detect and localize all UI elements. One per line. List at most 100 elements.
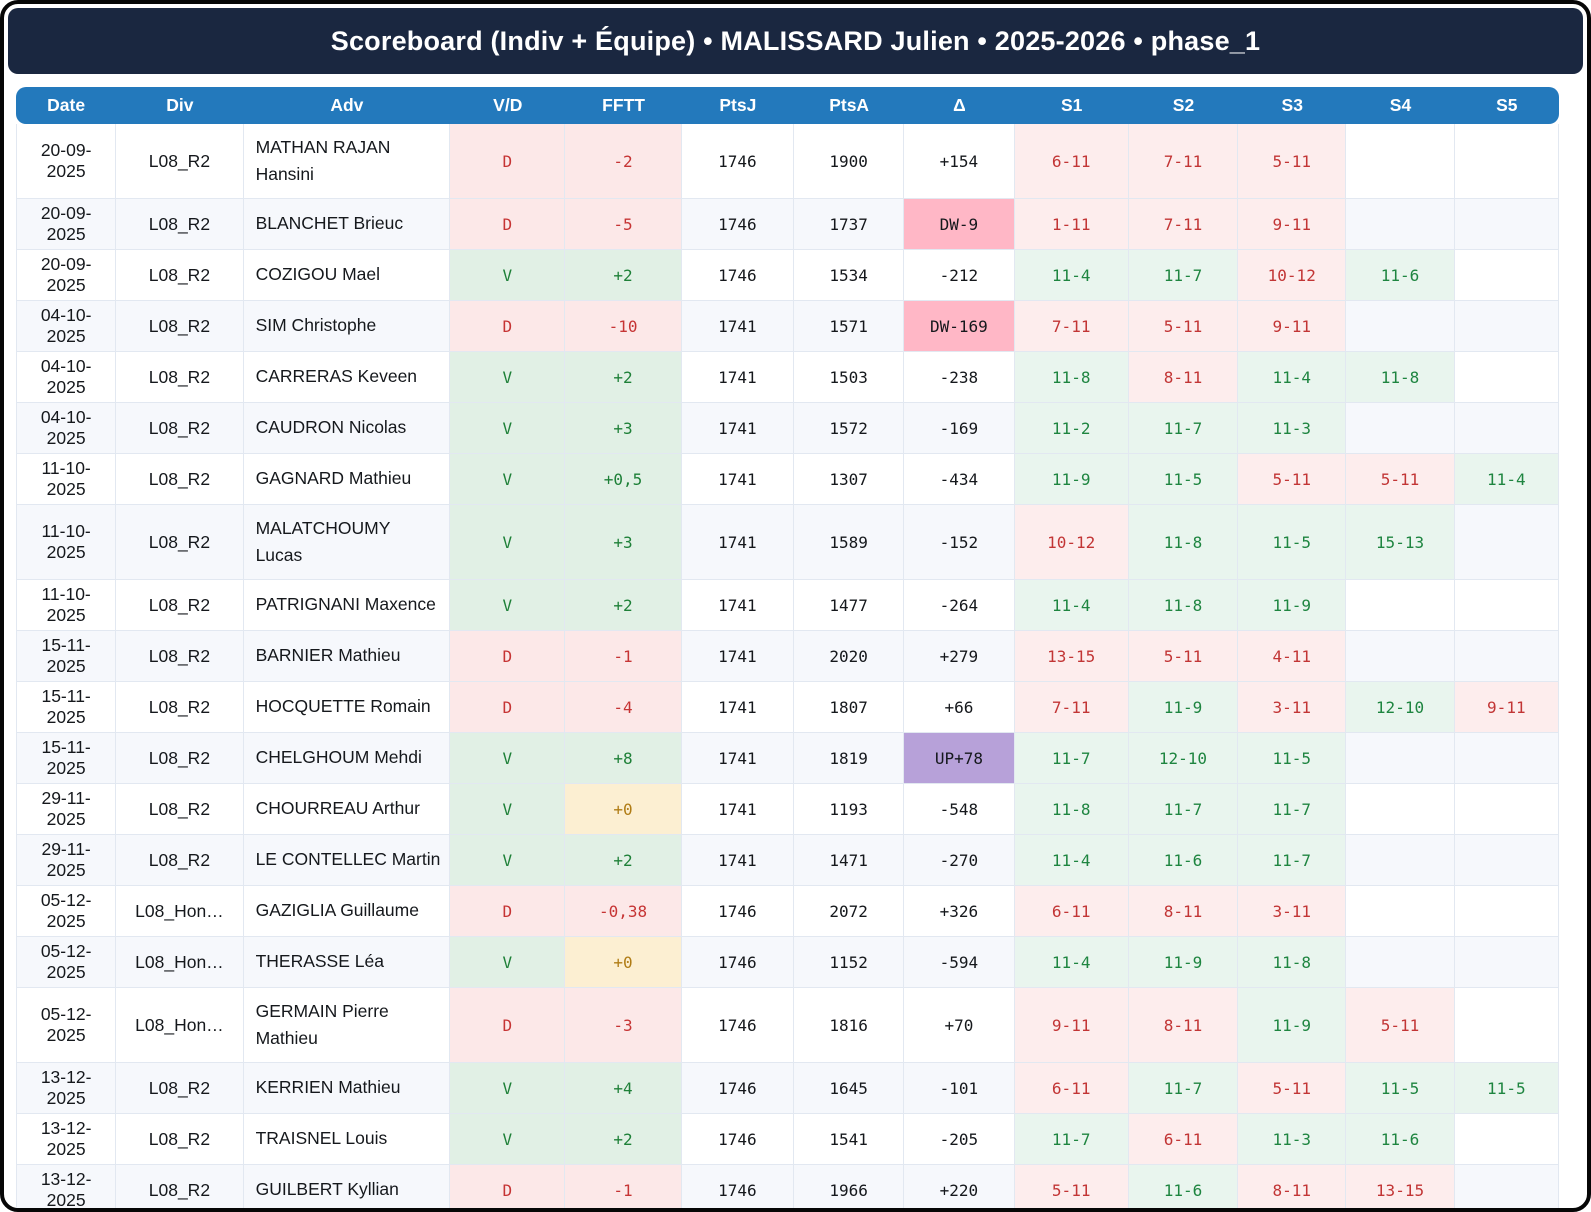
date-cell: 13-12-2025 [16,1063,117,1114]
column-header-s4: S4 [1346,87,1455,124]
set-5-cell: 9-11 [1454,682,1559,733]
player-points-cell: 1741 [681,631,794,682]
win-loss-cell: D [450,682,566,733]
player-points-cell: 1741 [681,454,794,505]
date-cell: 05-12-2025 [16,886,117,937]
column-header-s5: S5 [1454,87,1559,124]
set-4-cell [1346,580,1455,631]
set-5-cell [1454,250,1559,301]
set-2-cell: 11-9 [1128,682,1239,733]
set-2-cell: 11-6 [1128,1165,1239,1208]
delta-cell: -205 [904,1114,1015,1165]
division-cell: L08_R2 [116,250,244,301]
fftt-points-cell: -0,38 [565,886,682,937]
delta-cell: -434 [904,454,1015,505]
adversary-cell: COZIGOU Mael [243,250,451,301]
win-loss-cell: D [450,886,566,937]
win-loss-cell: D [450,1165,566,1208]
division-cell: L08_R2 [116,682,244,733]
date-cell: 15-11-2025 [16,733,117,784]
set-4-cell: 13-15 [1346,1165,1455,1208]
date-cell: 29-11-2025 [16,835,117,886]
set-5-cell [1454,937,1559,988]
adversary-cell: TRAISNEL Louis [243,1114,451,1165]
set-2-cell: 12-10 [1128,733,1239,784]
adversary-cell: CARRERAS Keveen [243,352,451,403]
set-3-cell: 11-3 [1238,403,1347,454]
date-cell: 13-12-2025 [16,1114,117,1165]
division-cell: L08_R2 [116,124,244,199]
set-2-cell: 11-7 [1128,784,1239,835]
fftt-points-cell: +0 [565,937,682,988]
set-3-cell: 11-5 [1238,505,1347,580]
set-5-cell [1454,784,1559,835]
set-5-cell [1455,1165,1559,1208]
player-points-cell: 1746 [681,937,794,988]
division-cell: L08_R2 [116,733,244,784]
fftt-points-cell: -3 [565,988,682,1063]
table-row: 20-09-2025 L08_R2 COZIGOU Mael V +2 1746 1534-… [16,250,1559,301]
set-4-cell: 5-11 [1346,988,1455,1063]
player-points-cell: 1741 [681,580,794,631]
adversary-points-cell: 1503 [793,352,905,403]
delta-cell: -152 [904,505,1015,580]
division-cell: L08_R2 [116,352,244,403]
set-1-cell: 11-9 [1014,454,1129,505]
delta-cell: -270 [904,835,1015,886]
adversary-cell: PATRIGNANI Maxence [243,580,451,631]
date-cell: 11-10-2025 [16,454,117,505]
delta-cell: -101 [904,1063,1015,1114]
date-cell: 04-10-2025 [16,352,117,403]
fftt-points-cell: +0,5 [565,454,682,505]
win-loss-cell: V [450,403,566,454]
set-2-cell: 7-11 [1128,124,1239,199]
set-4-cell [1346,124,1455,199]
player-points-cell: 1746 [681,250,794,301]
set-3-cell: 11-8 [1238,937,1347,988]
column-header-ptsj: PtsJ [681,87,794,124]
adversary-points-cell: 1807 [793,682,905,733]
player-points-cell: 1746 [682,1165,794,1208]
set-2-cell: 11-7 [1128,1063,1239,1114]
set-2-cell: 8-11 [1128,988,1239,1063]
column-header-vd: V/D [450,87,566,124]
set-1-cell: 10-12 [1014,505,1129,580]
set-1-cell: 7-11 [1014,301,1129,352]
fftt-points-cell: +2 [565,250,682,301]
title-bar: Scoreboard (Indiv + Équipe) • MALISSARD … [8,8,1583,74]
set-4-cell: 5-11 [1346,454,1455,505]
adversary-points-cell: 1966 [794,1165,905,1208]
fftt-points-cell: +3 [565,505,682,580]
set-4-cell [1346,403,1455,454]
division-cell: L08_R2 [116,580,244,631]
adversary-cell: GAGNARD Mathieu [243,454,451,505]
win-loss-cell: V [450,1063,566,1114]
date-cell: 15-11-2025 [16,682,117,733]
column-header-ptsa: PtsA [793,87,905,124]
table-row: 04-10-2025 L08_R2 CARRERAS Keveen V +2 1741 15… [16,352,1559,403]
set-3-cell: 11-9 [1238,988,1347,1063]
adversary-points-cell: 2072 [793,886,905,937]
delta-cell: +70 [904,988,1015,1063]
set-5-cell [1454,352,1559,403]
set-5-cell [1454,631,1559,682]
division-cell: L08_R2 [116,1063,244,1114]
set-5-cell [1454,733,1559,784]
adversary-cell: HOCQUETTE Romain [243,682,451,733]
player-points-cell: 1746 [681,1114,794,1165]
division-cell: L08_R2 [116,631,244,682]
delta-cell: -212 [904,250,1015,301]
player-points-cell: 1741 [681,505,794,580]
column-header-div: Div [116,87,244,124]
set-4-cell: 11-6 [1346,250,1455,301]
adversary-points-cell: 1477 [793,580,905,631]
table-row: 20-09-2025 L08_R2 BLANCHET Brieuc D -5 1746 17… [16,199,1559,250]
adversary-points-cell: 1737 [793,199,905,250]
win-loss-cell: D [450,988,566,1063]
set-1-cell: 1-11 [1014,199,1129,250]
set-3-cell: 11-5 [1238,733,1347,784]
set-4-cell [1346,199,1455,250]
set-3-cell: 10-12 [1238,250,1347,301]
player-points-cell: 1741 [681,835,794,886]
